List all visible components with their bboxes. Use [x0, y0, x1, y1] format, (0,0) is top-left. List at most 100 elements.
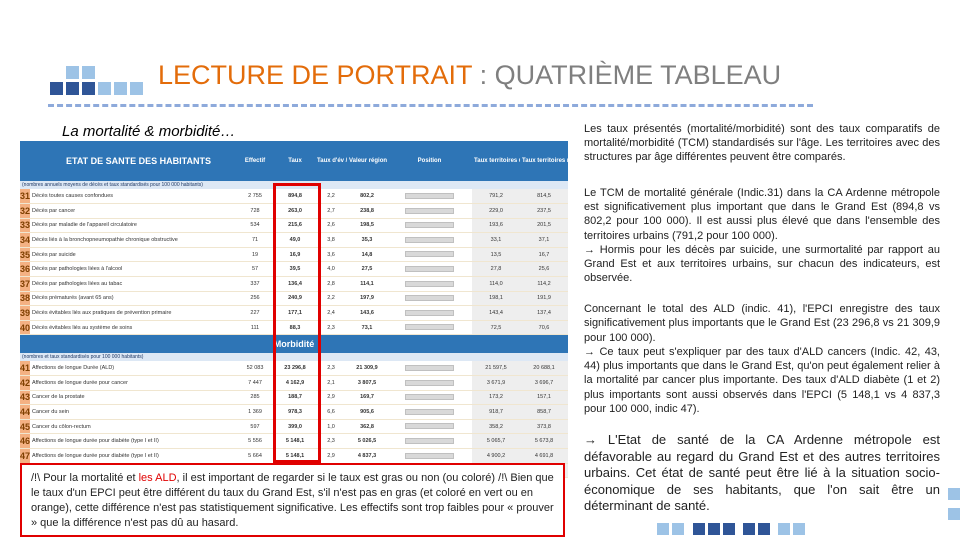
position-bar: [405, 280, 454, 287]
table-header-title: ETAT DE SANTE DES HABITANTS: [20, 141, 236, 181]
morbidite-subheader-row: (nombres et taux standardisés pour 100 0…: [20, 352, 569, 361]
cell-taux: 263,0: [275, 203, 316, 219]
cell-effectif: 71: [235, 232, 276, 248]
cell-ruraux: 70,6: [520, 320, 569, 336]
indicator-label: Décès évitables liés au système de soins: [30, 320, 236, 336]
indicator-label: Affections de longue durée pour diabète …: [30, 433, 236, 449]
indicator-number: 35: [20, 247, 30, 263]
cell-effectif: 5 664: [235, 448, 276, 464]
table-row: 32 Décès par cancer 728 263,0 2,7 238,8 229,0 2…: [20, 203, 569, 219]
cell-position: [387, 189, 473, 205]
cell-ruraux: 114,2: [520, 276, 569, 292]
morbidite-subheader: (nombres et taux standardisés pour 100 0…: [20, 352, 569, 361]
cell-ev: 2,3: [315, 433, 348, 449]
cell-ev: 2,8: [315, 276, 348, 292]
indicator-number: 44: [20, 404, 30, 420]
table-row: 38 Décès prématurés (avant 65 ans) 256 240,…: [20, 291, 569, 307]
cell-taux: 23 296,8: [275, 360, 316, 377]
indicator-number: 38: [20, 291, 30, 307]
position-bar: [405, 251, 454, 258]
decor-square: [82, 66, 95, 79]
cell-valeur: 5 026,5: [347, 433, 388, 449]
cell-urbains: 21 597,5: [472, 360, 521, 377]
cell-effectif: 52 083: [235, 360, 276, 377]
cell-ev: 3,8: [315, 232, 348, 248]
cell-effectif: 111: [235, 320, 276, 336]
indicator-label: Cancer de la prostate: [30, 390, 236, 406]
indicator-number: 34: [20, 232, 30, 248]
cell-ev: 2,6: [315, 218, 348, 234]
col-ruraux: Taux territoires ruraux: [520, 141, 569, 181]
cell-position: [387, 404, 473, 420]
cell-position: [387, 433, 473, 449]
indicator-number: 39: [20, 305, 30, 321]
cell-taux: 894,8: [275, 189, 316, 205]
note-part1: /!\ Pour la mortalité et: [31, 472, 139, 484]
indicator-label: Décès toutes causes confondues: [30, 189, 236, 205]
cell-effectif: 57: [235, 261, 276, 278]
cell-effectif: 597: [235, 419, 276, 435]
cell-position: [387, 218, 473, 234]
cell-urbains: 72,5: [472, 320, 521, 336]
indicator-label: Décès évitables liés aux pratiques de pr…: [30, 305, 236, 321]
paragraph-ald: Concernant le total des ALD (indic. 41),…: [584, 302, 940, 416]
cell-ruraux: 191,9: [520, 291, 569, 307]
position-bar: [405, 408, 454, 415]
cell-position: [387, 203, 473, 219]
indicator-number: 45: [20, 419, 30, 435]
taux-highlight-box: [273, 183, 321, 463]
position-bar: [405, 379, 454, 386]
cell-position: [387, 305, 473, 321]
position-bar: [405, 423, 454, 430]
cell-urbains: 143,4: [472, 305, 521, 321]
cell-ruraux: 157,1: [520, 390, 569, 406]
title-divider: [48, 104, 813, 107]
decor-square: [948, 508, 960, 520]
cell-taux: 136,4: [275, 276, 316, 292]
position-bar: [405, 222, 454, 229]
cell-ev: 2,2: [315, 291, 348, 307]
cell-effectif: 5 556: [235, 433, 276, 449]
table-header: ETAT DE SANTE DES HABITANTS Effectif Tau…: [20, 141, 569, 181]
table-row: 33 Décès par maladie de l'appareil circul…: [20, 218, 569, 234]
cell-effectif: 1 369: [235, 404, 276, 420]
cell-ruraux: 5 673,8: [520, 433, 569, 449]
decor-square: [82, 82, 95, 95]
indicator-number: 43: [20, 390, 30, 406]
indicator-number: 42: [20, 375, 30, 391]
table-row: 41 Affections de longue Durée (ALD) 52 083…: [20, 360, 569, 377]
table-row: 46 Affections de longue durée pour diabèt…: [20, 433, 569, 449]
cell-effectif: 337: [235, 276, 276, 292]
cell-ruraux: 25,6: [520, 261, 569, 278]
cell-taux: 49,0: [275, 232, 316, 248]
decor-square: [793, 523, 805, 535]
position-bar: [405, 437, 454, 444]
cell-effectif: 285: [235, 390, 276, 406]
cell-position: [387, 390, 473, 406]
section-subtitle: La mortalité & morbidité…: [62, 123, 236, 140]
decor-square: [66, 66, 79, 79]
decor-square: [743, 523, 755, 535]
cell-taux: 177,1: [275, 305, 316, 321]
cell-position: [387, 320, 473, 336]
cell-ev: 2,4: [315, 305, 348, 321]
cell-position: [387, 360, 473, 377]
cell-taux: 240,9: [275, 291, 316, 307]
indicator-number: 32: [20, 203, 30, 219]
table-row: 43 Cancer de la prostate 285 188,7 2,9 169,7 1…: [20, 390, 569, 406]
slide-title-highlight: LECTURE DE PORTRAIT: [158, 60, 473, 90]
cell-position: [387, 276, 473, 292]
decor-square: [130, 82, 143, 95]
cell-urbains: 13,5: [472, 247, 521, 263]
indicator-number: 41: [20, 360, 30, 377]
cell-taux: 88,3: [275, 320, 316, 336]
col-valeur: Valeur régionale: [347, 141, 388, 181]
cell-ruraux: 4 691,8: [520, 448, 569, 464]
cell-valeur: 4 837,3: [347, 448, 388, 464]
cell-ruraux: 3 696,7: [520, 375, 569, 391]
cell-ruraux: 137,4: [520, 305, 569, 321]
indicator-label: Cancer du sein: [30, 404, 236, 420]
paragraph-ald-b: → Ce taux peut s'expliquer par des taux …: [584, 345, 940, 416]
table-row: 31 Décès toutes causes confondues 2 755 894…: [20, 189, 569, 205]
cell-valeur: 362,8: [347, 419, 388, 435]
